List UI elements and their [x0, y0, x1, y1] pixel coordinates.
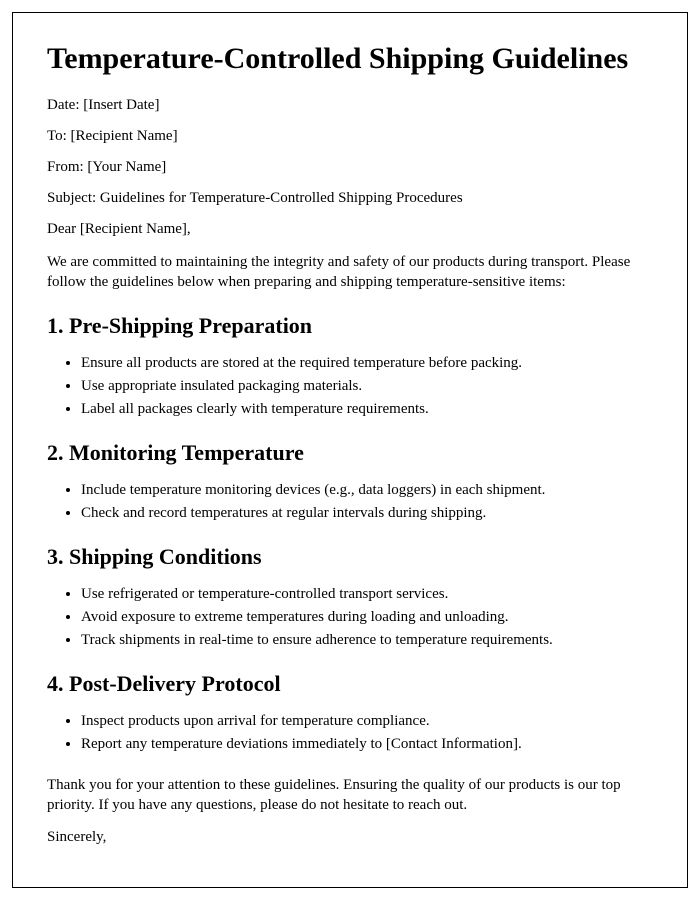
list-item: Avoid exposure to extreme temperatures d…	[81, 607, 653, 628]
section-list: Inspect products upon arrival for temper…	[81, 711, 653, 755]
section-heading: 3. Shipping Conditions	[47, 544, 653, 570]
list-item: Check and record temperatures at regular…	[81, 503, 653, 524]
list-item: Report any temperature deviations immedi…	[81, 734, 653, 755]
closing-paragraph: Thank you for your attention to these gu…	[47, 775, 653, 816]
document-page: Temperature-Controlled Shipping Guidelin…	[12, 12, 688, 888]
intro-paragraph: We are committed to maintaining the inte…	[47, 252, 653, 293]
salutation: Dear [Recipient Name],	[47, 221, 653, 238]
section-heading: 2. Monitoring Temperature	[47, 440, 653, 466]
section-list: Use refrigerated or temperature-controll…	[81, 584, 653, 651]
section-heading: 1. Pre-Shipping Preparation	[47, 313, 653, 339]
meta-to: To: [Recipient Name]	[47, 128, 653, 145]
meta-subject: Subject: Guidelines for Temperature-Cont…	[47, 190, 653, 207]
section-heading: 4. Post-Delivery Protocol	[47, 671, 653, 697]
list-item: Inspect products upon arrival for temper…	[81, 711, 653, 732]
section-list: Include temperature monitoring devices (…	[81, 480, 653, 524]
list-item: Track shipments in real-time to ensure a…	[81, 630, 653, 651]
section-list: Ensure all products are stored at the re…	[81, 353, 653, 420]
list-item: Include temperature monitoring devices (…	[81, 480, 653, 501]
meta-date: Date: [Insert Date]	[47, 97, 653, 114]
meta-from: From: [Your Name]	[47, 159, 653, 176]
list-item: Use appropriate insulated packaging mate…	[81, 376, 653, 397]
signoff: Sincerely,	[47, 829, 653, 846]
list-item: Use refrigerated or temperature-controll…	[81, 584, 653, 605]
list-item: Label all packages clearly with temperat…	[81, 399, 653, 420]
document-title: Temperature-Controlled Shipping Guidelin…	[47, 41, 653, 77]
list-item: Ensure all products are stored at the re…	[81, 353, 653, 374]
